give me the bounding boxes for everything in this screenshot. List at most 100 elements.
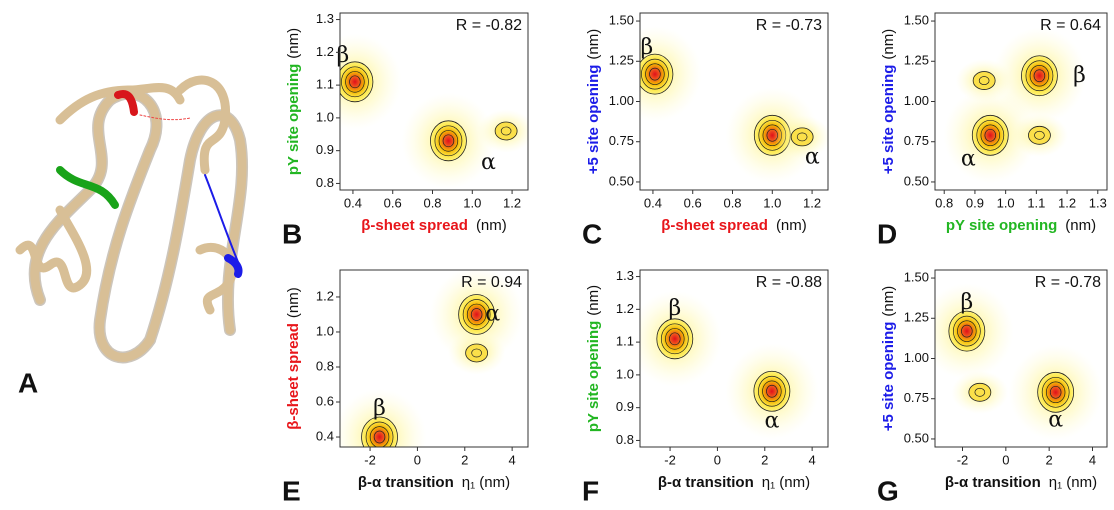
contour bbox=[341, 66, 369, 98]
panel-letter: B bbox=[282, 218, 302, 249]
density-peak bbox=[1028, 125, 1051, 145]
contour bbox=[980, 124, 1000, 147]
x-axis-title: β-sheet spread bbox=[661, 217, 768, 234]
x-tick-label: 1.3 bbox=[1089, 195, 1107, 210]
y-axis-title: β-sheet spread bbox=[285, 323, 302, 430]
x-tick-label: 4 bbox=[509, 452, 516, 467]
density-peak bbox=[430, 120, 467, 162]
x-tick-label: 1.1 bbox=[1027, 195, 1045, 210]
density-layer bbox=[640, 26, 828, 184]
x-tick-label: 2 bbox=[761, 452, 768, 467]
contour bbox=[369, 426, 390, 447]
peak-label: β bbox=[960, 290, 973, 315]
contour bbox=[466, 303, 487, 326]
y-tick-label: 0.50 bbox=[904, 173, 929, 188]
y-axis-label: pY site opening (nm) bbox=[585, 285, 602, 432]
contour bbox=[438, 130, 459, 152]
x-tick-label: 0.4 bbox=[344, 195, 362, 210]
peak-label: α bbox=[1048, 407, 1063, 432]
contour bbox=[1034, 130, 1045, 140]
y-axis-unit: (nm) bbox=[285, 287, 302, 318]
x-tick-label: 0 bbox=[714, 452, 721, 467]
peak-label: α bbox=[805, 144, 820, 169]
contour bbox=[365, 421, 394, 447]
contour bbox=[660, 323, 689, 355]
y-axis-unit: (nm) bbox=[585, 285, 602, 316]
contour bbox=[978, 76, 990, 85]
y-tick-label: 1.0 bbox=[316, 323, 334, 338]
y-axis-title: +5 site opening bbox=[880, 65, 897, 175]
y-axis-label: +5 site opening (nm) bbox=[880, 286, 897, 431]
panel-letter: E bbox=[282, 475, 301, 506]
panel: β α -2 0 2 4 0.4 0.6 0.8 1.0 1.2 R = 0.94 β-α transi… bbox=[282, 269, 529, 506]
plot-frame bbox=[339, 12, 529, 191]
y-axis-label: +5 site opening (nm) bbox=[585, 29, 602, 174]
contour bbox=[434, 125, 463, 157]
x-axis-label: β-α transition η₁ (nm) bbox=[358, 474, 510, 491]
y-tick-label: 1.50 bbox=[904, 12, 929, 27]
x-tick-label: 0.6 bbox=[384, 195, 402, 210]
contour bbox=[645, 63, 665, 85]
contour bbox=[984, 128, 997, 142]
y-tick-label: 1.00 bbox=[904, 350, 929, 365]
annotation: R = -0.78 bbox=[1035, 274, 1101, 291]
y-tick-label: 0.8 bbox=[616, 432, 634, 447]
y-tick-label: 1.00 bbox=[609, 93, 634, 108]
y-axis-label: +5 site opening (nm) bbox=[880, 29, 897, 174]
y-tick-label: 0.8 bbox=[316, 175, 334, 190]
panel-letter: C bbox=[582, 218, 602, 249]
y-axis-unit: (nm) bbox=[880, 286, 897, 317]
y-tick-label: 0.6 bbox=[316, 393, 334, 408]
x-axis-unit: η₁ (nm) bbox=[462, 474, 510, 491]
density-peak bbox=[968, 382, 992, 402]
density-peak bbox=[753, 370, 791, 412]
y-tick-label: 1.1 bbox=[316, 77, 334, 92]
annotation: R = 0.64 bbox=[1040, 17, 1101, 34]
contour bbox=[669, 332, 681, 346]
contour bbox=[442, 134, 455, 148]
x-tick-label: 0 bbox=[414, 452, 421, 467]
contour bbox=[1049, 385, 1062, 399]
y-axis-label: β-sheet spread (nm) bbox=[285, 287, 302, 430]
x-tick-label: -2 bbox=[364, 452, 376, 467]
contour bbox=[957, 320, 977, 342]
y-axis-label: pY site opening (nm) bbox=[285, 28, 302, 175]
contour bbox=[961, 324, 973, 338]
y-axis-unit: (nm) bbox=[880, 29, 897, 60]
x-axis-unit: (nm) bbox=[1065, 217, 1096, 234]
contour bbox=[1033, 69, 1046, 83]
y-tick-label: 0.50 bbox=[904, 430, 929, 445]
y-tick-label: 1.25 bbox=[904, 53, 929, 68]
density-peak bbox=[971, 114, 1009, 156]
x-tick-label: 4 bbox=[809, 452, 816, 467]
y-tick-label: 1.2 bbox=[316, 288, 334, 303]
x-axis-title: β-α transition bbox=[945, 474, 1041, 491]
x-tick-label: 0.8 bbox=[723, 195, 741, 210]
contour bbox=[462, 299, 491, 330]
x-tick-label: -2 bbox=[664, 452, 676, 467]
density-peak bbox=[656, 318, 694, 360]
x-axis-unit: η₁ (nm) bbox=[762, 474, 810, 491]
x-axis-label: β-sheet spread (nm) bbox=[361, 217, 507, 234]
y-axis-title: +5 site opening bbox=[585, 65, 602, 175]
density-peak bbox=[790, 127, 814, 147]
x-tick-label: 1.0 bbox=[763, 195, 781, 210]
x-axis-unit: η₁ (nm) bbox=[1049, 474, 1097, 491]
contour bbox=[373, 430, 386, 444]
contour bbox=[1045, 381, 1066, 404]
y-tick-label: 0.50 bbox=[609, 173, 634, 188]
panel-letter: G bbox=[877, 475, 899, 506]
x-tick-label: 1.0 bbox=[463, 195, 481, 210]
y-tick-label: 1.1 bbox=[616, 334, 634, 349]
contour bbox=[796, 132, 808, 142]
annotation: R = -0.82 bbox=[456, 17, 522, 34]
peak-label: β bbox=[1073, 63, 1086, 88]
plot-frame bbox=[639, 269, 829, 448]
panel: β α -2 0 2 4 0.50 0.75 1.00 1.25 1.50 R = -0.78 β-α … bbox=[877, 269, 1108, 506]
y-tick-label: 1.3 bbox=[616, 268, 634, 283]
y-tick-label: 1.25 bbox=[904, 310, 929, 325]
panel: β α 0.4 0.6 0.8 1.0 1.2 0.50 0.75 1.00 1.25 1.50 R =… bbox=[582, 12, 829, 249]
density-peak bbox=[972, 71, 996, 90]
peak-label: α bbox=[485, 301, 500, 326]
x-axis-title: pY site opening bbox=[946, 217, 1057, 234]
